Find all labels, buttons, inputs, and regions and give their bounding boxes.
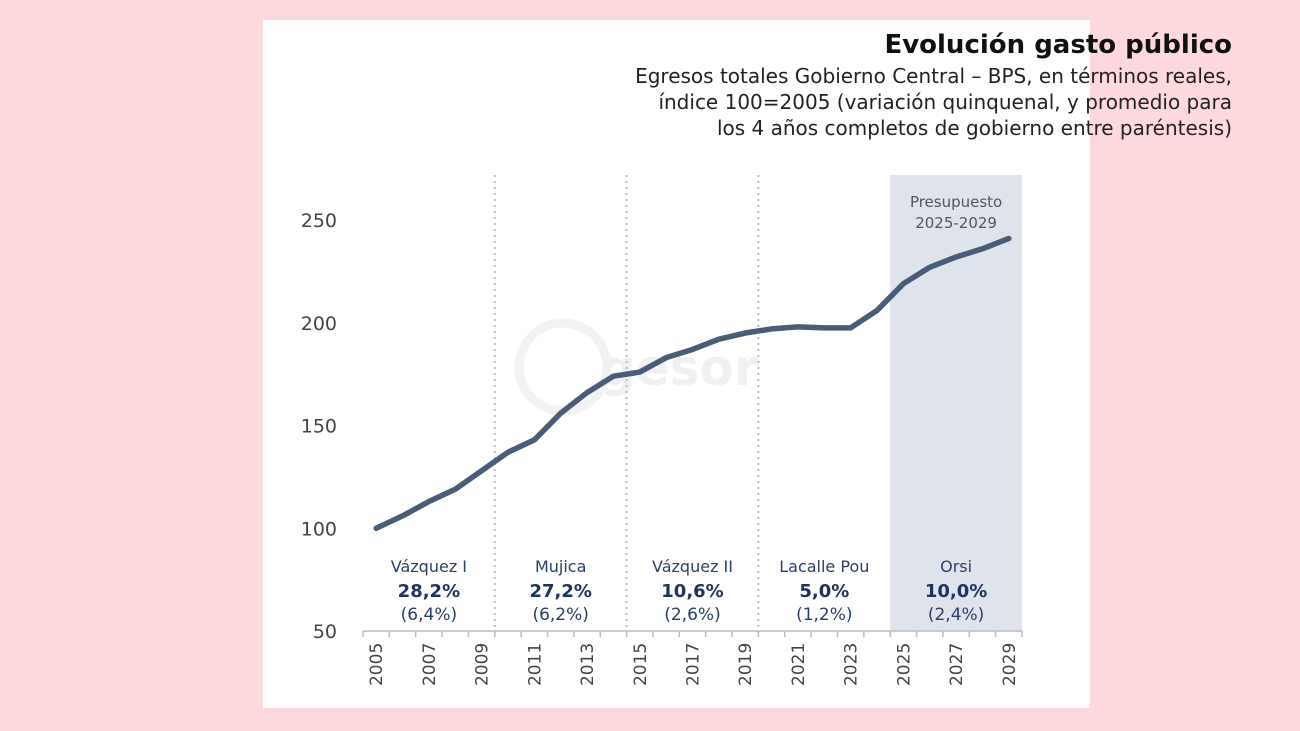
budget-shaded-region [890,175,1022,631]
period-change: 10,0% [925,581,987,602]
budget-label: Presupuesto [910,193,1002,211]
period-average: (1,2%) [796,605,852,625]
x-tick-label: 2007 [420,643,440,686]
watermark-logo-text: gesor [600,339,759,397]
y-tick-label: 50 [313,621,337,643]
y-tick-label: 100 [301,518,337,540]
subtitle-line: índice 100=2005 (variación quinquenal, y… [658,90,1232,114]
period-name: Vázquez II [652,557,733,576]
y-tick-label: 150 [301,416,337,438]
x-tick-label: 2029 [1000,643,1020,686]
period-change: 10,6% [661,581,723,602]
period-name: Vázquez I [391,557,467,576]
y-tick-label: 250 [301,210,337,232]
period-change: 27,2% [529,581,591,602]
x-tick-label: 2027 [947,643,967,686]
x-tick-label: 2011 [525,643,545,686]
x-tick-label: 2017 [684,643,704,686]
subtitle-line: Egresos totales Gobierno Central – BPS, … [635,64,1232,88]
period-name: Lacalle Pou [779,557,869,576]
y-tick-label: 200 [301,313,337,335]
x-tick-label: 2025 [894,643,914,686]
period-change: 5,0% [799,581,849,602]
x-tick-label: 2023 [842,643,862,686]
budget-label: 2025-2029 [915,214,997,232]
subtitle-line: los 4 años completos de gobierno entre p… [716,116,1232,140]
period-average: (6,2%) [532,605,588,625]
x-tick-label: 2021 [789,643,809,686]
chart-title: Evolución gasto público [884,30,1232,60]
period-average: (2,4%) [928,605,984,625]
x-tick-label: 2015 [631,643,651,686]
chart-subtitle: Egresos totales Gobierno Central – BPS, … [635,63,1232,141]
x-tick-label: 2013 [578,643,598,686]
period-change: 28,2% [398,581,460,602]
x-tick-label: 2009 [473,643,493,686]
period-name: Mujica [535,557,586,576]
watermark-logo [514,318,612,416]
period-name: Orsi [940,557,972,576]
x-tick-label: 2005 [367,643,387,686]
period-average: (2,6%) [664,605,720,625]
x-tick-label: 2019 [736,643,756,686]
period-average: (6,4%) [401,605,457,625]
